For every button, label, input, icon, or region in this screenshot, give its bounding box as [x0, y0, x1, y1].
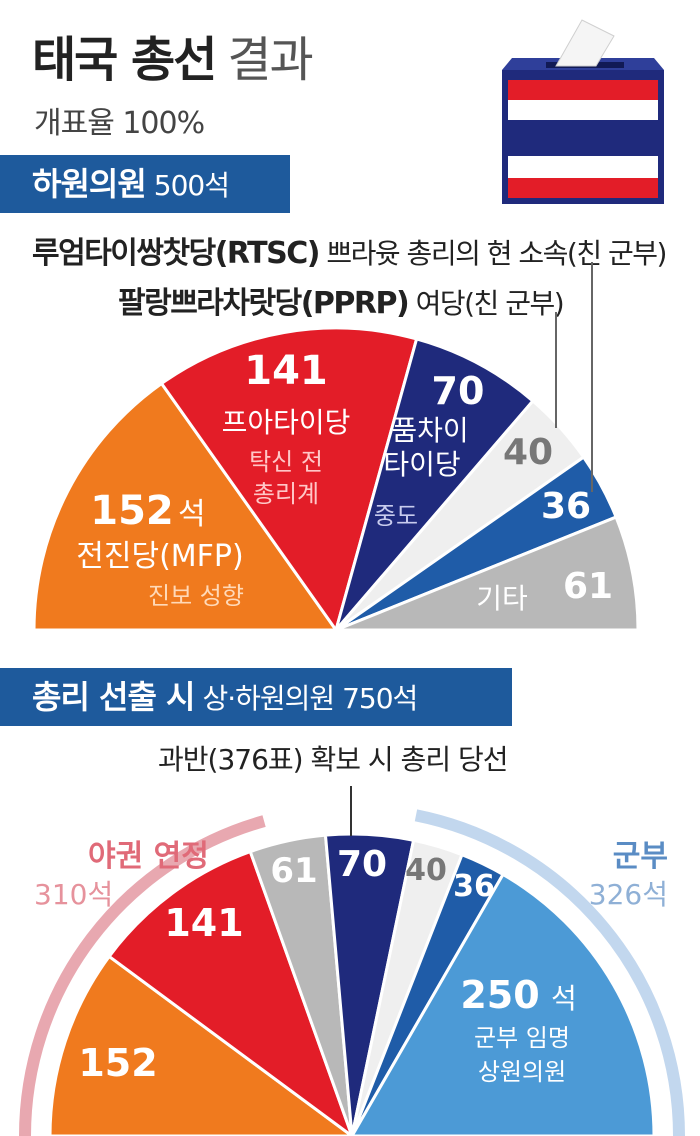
- pm-vote-banner: 총리 선출 시 상·하원의원 750석: [0, 668, 512, 726]
- pprp-name: 팔랑쁘라차랏당(PPRP): [118, 286, 410, 321]
- lower-house-label: 하원의원: [32, 165, 147, 203]
- pm-senate-desc-line1: 군부 임명: [474, 1024, 570, 1052]
- rtsc-note: 루엄타이쌍찻당(RTSC) 쁘라윳 총리의 현 소속(친 군부): [32, 228, 667, 272]
- count-rate: 개표율 100%: [34, 106, 205, 141]
- rtsc-seat-value: 36: [541, 486, 591, 527]
- pm-vote-detail: 상·하원의원 750석: [202, 682, 418, 715]
- pm-senate-unit: 석: [551, 982, 577, 1015]
- bhumjaithai-seat-value: 70: [432, 369, 485, 413]
- bhumjaithai-party-line2: 타이당: [383, 448, 460, 481]
- pm-mfp-value: 152: [78, 1041, 157, 1085]
- pprp-desc: 여당(친 군부): [415, 287, 565, 320]
- rtsc-name: 루엄타이쌍찻당(RTSC): [32, 236, 320, 271]
- page-title: 태국 총선 결과: [32, 20, 314, 90]
- mfp-seat-value: 152: [90, 488, 174, 534]
- ballot-box-icon: [502, 19, 664, 204]
- mfp-party-desc: 진보 성향: [148, 582, 244, 610]
- bhumjaithai-desc: 중도: [374, 502, 418, 530]
- pm-vote-segment-6: [350, 872, 656, 1136]
- pm-senate-value: 250: [460, 973, 539, 1017]
- pm-rtsc-value: 36: [453, 869, 495, 904]
- pm-others-value: 61: [270, 851, 317, 891]
- opposition-seats: 310석: [34, 878, 113, 911]
- lower-house-chart: 152 석 전진당(MFP) 진보 성향 141 프아타이당 탁신 전 총리계 …: [32, 262, 640, 634]
- pheu-thai-desc-line1: 탁신 전: [249, 448, 323, 476]
- title-main: 태국 총선: [32, 32, 217, 88]
- bhumjaithai-party-line1: 품차이: [391, 414, 468, 447]
- pheu-thai-seat-value: 141: [244, 348, 328, 394]
- opposition-label: 야권 연정: [88, 839, 209, 874]
- rtsc-desc: 쁘라윳 총리의 현 소속(친 군부): [326, 237, 667, 270]
- opposition-arc: [19, 815, 266, 1136]
- title-light: 결과: [227, 32, 313, 88]
- pprp-note: 팔랑쁘라차랏당(PPRP) 여당(친 군부): [118, 278, 565, 322]
- lower-house-banner: 하원의원 500석: [0, 155, 290, 213]
- pm-senate-desc-line2: 상원의원: [478, 1058, 566, 1086]
- others-party-name: 기타: [476, 582, 528, 615]
- mfp-party-name: 전진당(MFP): [76, 539, 243, 574]
- majority-note: 과반(376표) 확보 시 총리 당선: [158, 743, 508, 776]
- others-seat-value: 61: [563, 566, 613, 607]
- military-arc: [414, 809, 685, 1136]
- lower-house-segment-2: [334, 337, 535, 631]
- lower-house-segment-5: [335, 515, 640, 632]
- mfp-seat-unit: 석: [178, 497, 206, 532]
- lower-house-segment-0: [32, 381, 339, 632]
- pm-vote-segment-0: [48, 954, 355, 1136]
- pm-pprp-value: 40: [405, 853, 447, 888]
- pm-bhumjaithai-value: 70: [337, 844, 387, 885]
- lower-house-segment-1: [159, 326, 419, 634]
- pheu-thai-party-name: 프아타이당: [222, 406, 351, 439]
- military-label: 군부: [613, 839, 668, 874]
- pm-vote-label: 총리 선출 시: [32, 678, 195, 716]
- pprp-seat-value: 40: [503, 432, 553, 473]
- pheu-thai-desc-line2: 총리계: [253, 480, 319, 508]
- military-seats: 326석: [589, 878, 668, 911]
- pm-vote-segment-1: [107, 849, 354, 1136]
- lower-house-seats: 500석: [153, 169, 230, 202]
- pm-pheu-thai-value: 141: [164, 901, 243, 945]
